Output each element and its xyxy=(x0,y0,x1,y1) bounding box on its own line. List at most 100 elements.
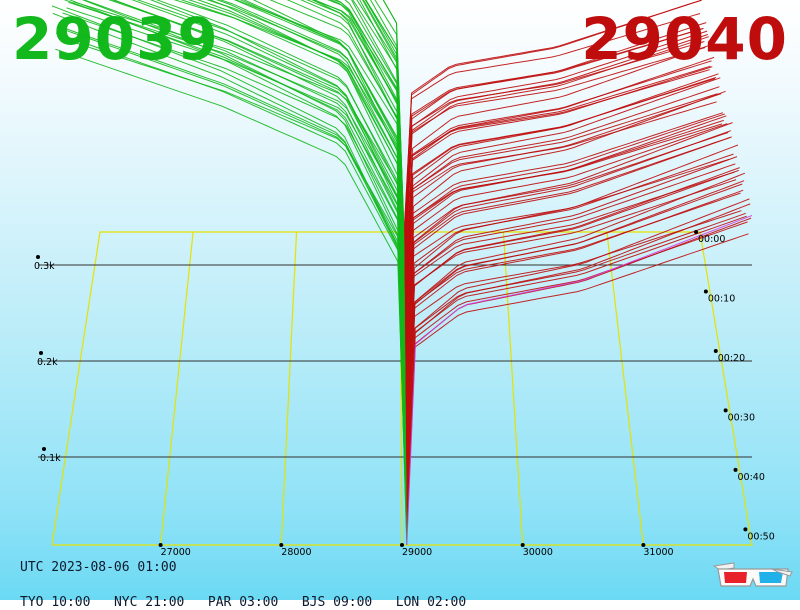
depth-tick-mark xyxy=(36,255,40,259)
bid-depth-line xyxy=(55,48,408,524)
depth-tick-label: 0.3k xyxy=(34,261,55,272)
depth-tick-mark xyxy=(39,351,43,355)
time-tick-label: 00:30 xyxy=(728,412,755,423)
bid-depth-line xyxy=(286,0,406,360)
bid-depth-line xyxy=(333,0,406,307)
time-tick-label: 00:00 xyxy=(698,234,725,245)
ask-depth-line xyxy=(403,13,701,233)
bid-depth-line xyxy=(362,0,405,286)
bid-depth-line xyxy=(311,0,406,291)
lon-time: 02:00 xyxy=(427,595,467,610)
ask-depth-line xyxy=(406,215,753,546)
price-gridline xyxy=(280,231,298,546)
ask-depth-line xyxy=(406,221,748,519)
ask-depth-line xyxy=(405,123,728,397)
ask-depth-line xyxy=(406,233,749,524)
bid-depth-line xyxy=(363,0,405,280)
ask-depth-line xyxy=(405,183,743,487)
time-tick-mark xyxy=(713,348,718,353)
time-tick-label: 00:50 xyxy=(747,531,774,542)
bid-depth-line xyxy=(344,0,406,302)
bid-depth-line xyxy=(197,0,407,424)
ask-depth-line xyxy=(403,22,707,270)
bid-depth-line xyxy=(81,0,408,530)
bjs-code: BJS xyxy=(301,595,326,610)
bid-depth-line xyxy=(311,0,406,386)
ask-depth-line xyxy=(403,41,705,259)
bjs-time: 09:00 xyxy=(333,595,373,610)
ask-depth-line xyxy=(405,192,741,477)
bid-depth-line xyxy=(313,0,406,328)
ask-depth-line xyxy=(404,115,727,392)
price-tick-label: 29000 xyxy=(402,547,432,558)
ask-depth-line xyxy=(405,167,740,471)
bid-depth-line xyxy=(209,0,407,461)
ask-depth-line xyxy=(403,0,702,243)
price-gridline xyxy=(606,231,644,546)
ask-depth-line xyxy=(406,203,751,535)
bid-depth-line xyxy=(61,37,407,482)
bid-depth-line xyxy=(68,0,408,535)
nyc-time: 21:00 xyxy=(145,595,185,610)
bid-depth-line xyxy=(351,0,406,317)
ask-depth-line xyxy=(404,93,718,339)
bid-depth-line xyxy=(219,0,406,397)
tyo-time: 10:00 xyxy=(51,595,91,610)
price-tick-mark xyxy=(400,543,404,547)
bid-depth-line xyxy=(269,0,406,339)
time-tick-mark xyxy=(723,408,728,413)
bid-depth-line xyxy=(156,0,407,455)
ask-depth-line xyxy=(406,217,752,540)
bid-depth-line xyxy=(206,0,406,376)
price-tick-mark xyxy=(158,543,163,547)
bid-depth-line xyxy=(252,0,407,429)
bid-depth-line xyxy=(112,0,407,498)
price-tick-label: 27000 xyxy=(161,547,191,558)
ask-depth-line xyxy=(404,60,712,302)
price-tick-label: 30000 xyxy=(523,547,553,558)
ask-depth-line xyxy=(406,198,750,530)
time-tick-label: 00:20 xyxy=(718,353,745,364)
3d-glasses-icon[interactable] xyxy=(712,560,794,594)
bid-depth-line xyxy=(62,12,407,477)
bid-depth-line xyxy=(63,0,407,492)
bid-depth-line xyxy=(55,32,407,519)
bid-depth-line xyxy=(52,12,408,540)
depth-tick-label: 0.1k xyxy=(40,453,61,464)
ask-depth-line xyxy=(405,156,738,455)
price-gridline xyxy=(502,231,524,546)
bid-depth-line xyxy=(150,0,407,503)
par-time: 03:00 xyxy=(239,595,279,610)
price-tick-mark xyxy=(641,543,646,547)
nyc-code: NYC xyxy=(113,595,138,610)
bid-depth-line xyxy=(365,0,405,254)
time-tick-label: 00:40 xyxy=(738,472,765,483)
depth-tick-label: 0.2k xyxy=(37,357,58,368)
bid-depth-line xyxy=(330,0,406,355)
ask-depth-line xyxy=(405,137,731,413)
bid-depth-line xyxy=(188,0,406,402)
ask-depth-line xyxy=(404,36,709,286)
price-tick-label: 28000 xyxy=(281,547,311,558)
world-clock: TYO 10:00 NYC 21:00 PAR 03:00 BJS 09:00 … xyxy=(20,580,466,610)
bid-depth-line xyxy=(300,0,406,349)
bid-depth-line xyxy=(216,0,407,418)
ask-depth-line xyxy=(404,86,720,349)
bid-depth-line xyxy=(306,0,406,323)
time-tick-label: 00:10 xyxy=(708,293,735,304)
ask-depth-line xyxy=(403,30,708,275)
ask-depth-line xyxy=(404,90,726,386)
tyo-code: TYO xyxy=(20,595,44,610)
ask-depth-line xyxy=(404,66,713,307)
ask-depth-line xyxy=(404,65,711,296)
time-tick-mark xyxy=(743,527,748,532)
ask-depth-line xyxy=(404,101,717,333)
ask-depth-line xyxy=(404,69,710,291)
ask-depth-line xyxy=(405,210,742,482)
ask-depth-line xyxy=(404,113,725,381)
ask-depth-line xyxy=(405,122,733,429)
utc-time: UTC 2023-08-06 01:00 xyxy=(20,560,177,575)
ask-depth-line xyxy=(404,93,722,360)
ask-depth-line xyxy=(403,47,706,264)
ask-depth-line xyxy=(405,180,745,498)
